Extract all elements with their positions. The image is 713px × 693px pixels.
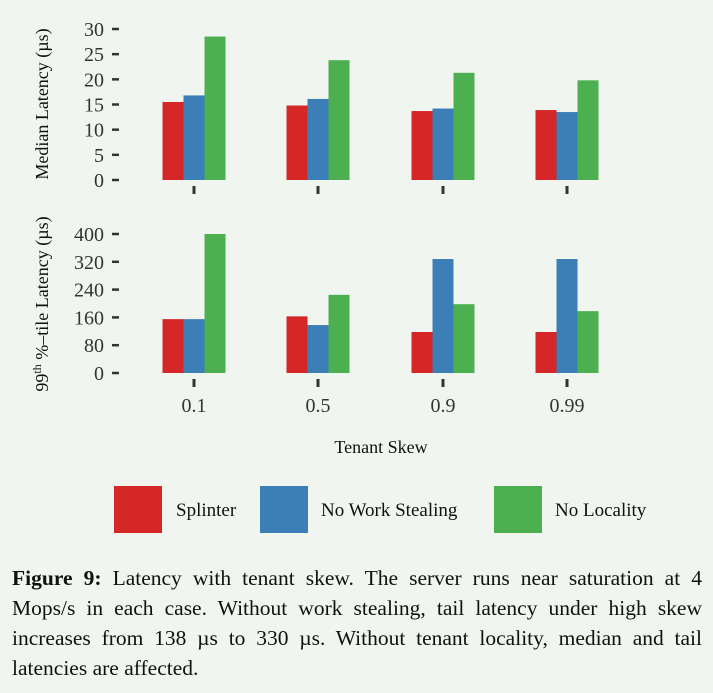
y-tick-label: 0 <box>94 170 104 192</box>
y-tick-label: 5 <box>94 145 104 167</box>
bar-no-locality <box>577 311 599 373</box>
bar-no-locality <box>204 36 226 180</box>
bar-splinter <box>535 331 557 373</box>
bar-no-work-stealing <box>432 108 454 180</box>
bar-no-work-stealing <box>556 112 578 180</box>
y-tick-label: 80 <box>84 335 104 357</box>
y-axis-title: 99th %–tile Latency (µs) <box>30 216 53 391</box>
y-tick-label: 20 <box>84 69 104 91</box>
bar-no-work-stealing <box>307 98 329 180</box>
x-tick-label: 0.99 <box>550 395 585 417</box>
bar-splinter <box>411 111 433 180</box>
bar-no-locality <box>328 294 350 373</box>
bar-splinter <box>411 331 433 373</box>
bar-no-locality <box>328 60 350 180</box>
bar-no-work-stealing <box>183 95 205 180</box>
bar-no-work-stealing <box>432 259 454 373</box>
legend-label: Splinter <box>176 500 237 521</box>
caption-text: Latency with tenant skew. The server run… <box>12 566 703 680</box>
y-tick-label: 15 <box>84 95 104 117</box>
legend-swatch <box>494 486 542 533</box>
x-tick-label: 0.5 <box>306 395 331 417</box>
y-tick-label: 320 <box>74 252 104 274</box>
y-tick-label: 400 <box>74 224 104 246</box>
bar-no-work-stealing <box>183 319 205 373</box>
bar-no-work-stealing <box>556 259 578 373</box>
bar-no-locality <box>204 234 226 373</box>
y-tick-label: 240 <box>74 280 104 302</box>
bar-splinter <box>162 319 184 373</box>
y-tick-label: 30 <box>84 19 104 41</box>
x-tick-label: 0.9 <box>431 395 456 417</box>
legend-swatch <box>260 486 308 533</box>
bar-splinter <box>162 101 184 180</box>
x-tick-label: 0.1 <box>182 395 207 417</box>
legend-label: No Work Stealing <box>321 500 458 521</box>
figure-caption: Figure 9: Latency with tenant skew. The … <box>12 563 702 683</box>
x-axis-title: Tenant Skew <box>334 437 427 457</box>
bar-splinter <box>535 110 557 180</box>
bar-no-locality <box>453 72 475 180</box>
y-tick-label: 25 <box>84 44 104 66</box>
bar-no-locality <box>577 80 599 180</box>
legend-swatch <box>114 486 162 533</box>
legend-label: No Locality <box>555 500 647 521</box>
bar-splinter <box>286 316 308 373</box>
y-tick-label: 0 <box>94 363 104 385</box>
bar-no-work-stealing <box>307 325 329 373</box>
y-tick-label: 160 <box>74 307 104 329</box>
bar-splinter <box>286 105 308 180</box>
y-axis-title: Median Latency (µs) <box>32 28 53 179</box>
bar-no-locality <box>453 304 475 373</box>
caption-label: Figure 9: <box>12 566 102 590</box>
latency-chart: 0 5 10 15 20 25 30 Median Latency (µs) 0 80 160 240… <box>30 19 647 533</box>
y-tick-label: 10 <box>84 120 104 142</box>
